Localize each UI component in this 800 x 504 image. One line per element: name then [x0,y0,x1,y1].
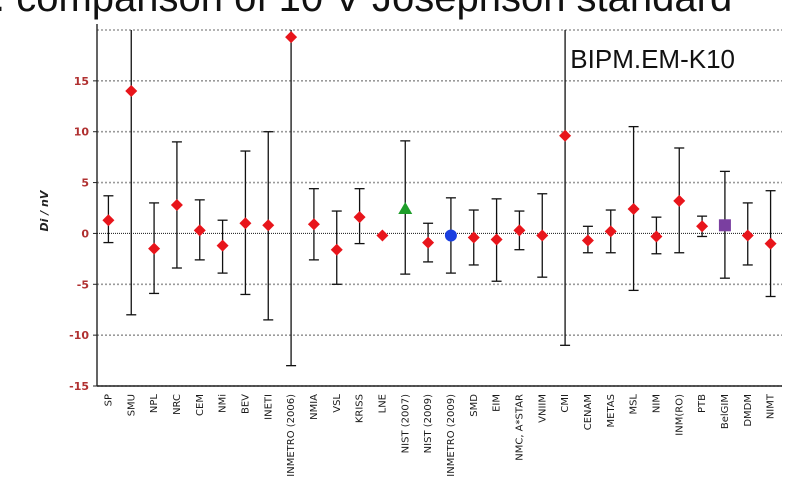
data-point [353,211,366,224]
data-point [125,85,138,98]
data-point [148,242,161,255]
data-point [536,229,549,242]
data-point [490,233,503,246]
x-tick-label: NMC, A*STAR [514,394,525,461]
data-point [627,203,640,216]
x-tick-label: EIM [492,394,503,412]
x-tick-label: MSL [629,394,640,415]
x-tick-label: KRISS [355,394,366,423]
y-tick-label: 15 [74,75,89,88]
x-tick-label: NMIA [309,394,320,420]
x-tick-label: INETI [263,394,274,420]
data-point [467,231,480,244]
x-tick-label: NPL [149,394,160,414]
x-tick-label: INMETRO (2009) [446,394,457,477]
x-tick-label: VNIIM [537,394,548,423]
data-point [239,217,252,230]
x-tick-label: METAS [606,394,617,427]
data-point [262,219,275,232]
x-tick-label: SP [103,394,114,406]
x-tick-label: VSL [332,394,343,413]
data-point [673,194,686,207]
data-point [422,236,435,249]
chart-annotation: BIPM.EM-K10 [570,44,735,74]
x-tick-label: CEM [195,394,206,416]
x-tick-label: NIST (2009) [423,394,434,453]
data-point [559,129,572,142]
data-point [398,202,413,215]
data-point [764,237,777,250]
data-point [285,31,298,44]
x-tick-label: NIM [651,394,662,413]
x-tick-label: NIST (2007) [400,394,411,453]
x-tick-label: LNE [377,394,388,413]
data-point [513,224,526,237]
x-tick-label: BEV [240,394,251,414]
x-tick-label: INMETRO (2006) [286,394,297,477]
x-tick-label: NIMT [766,393,777,419]
y-axis-label: Di / nV [38,189,51,231]
data-point [170,198,183,211]
x-tick-label: PTB [697,394,708,413]
data-point [376,229,389,242]
y-tick-label: -10 [69,329,89,342]
data-point [216,239,229,252]
data-point [307,218,320,231]
x-tick-label: SMD [469,394,480,417]
x-tick-label: DMDM [743,394,754,427]
x-tick-label: CENAM [583,394,594,430]
data-point [193,224,206,237]
y-tick-label: -5 [77,278,89,291]
data-point [696,220,709,233]
x-tick-label: INM(RO) [674,394,685,436]
data-point [581,234,594,247]
slide-title: . comparison of 10 V Josephson standard [0,0,800,21]
data-point [604,225,617,238]
data-point [718,219,731,232]
x-tick-label: NMi [218,394,229,413]
y-tick-label: 5 [81,177,89,190]
x-tick-label: NRC [172,394,183,415]
data-point [650,230,663,243]
x-tick-label: BelGIM [720,394,731,429]
x-tick-label: CMI [560,394,571,413]
data-point [102,214,115,227]
y-tick-label: -15 [69,380,89,393]
y-tick-label: 10 [74,126,90,139]
y-tick-label: 0 [81,227,89,240]
data-point [330,243,343,256]
x-tick-label: SMU [126,394,137,416]
data-point [741,229,754,242]
data-point [444,229,457,242]
